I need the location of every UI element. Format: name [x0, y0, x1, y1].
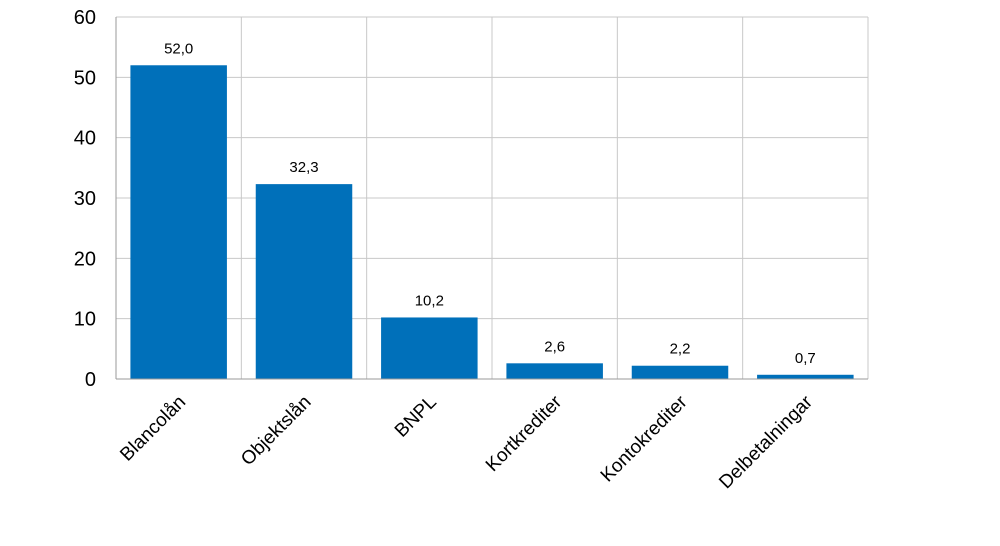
y-tick-label: 20: [74, 248, 96, 270]
x-tick-label: Objektslån: [237, 392, 315, 470]
bar-4: [631, 365, 729, 379]
bar-0: [130, 65, 227, 380]
data-label-2: 10,2: [415, 292, 444, 309]
bars: [130, 65, 854, 380]
y-tick-label: 50: [74, 67, 96, 89]
bar-5: [757, 374, 854, 379]
x-axis-ticks: Blancolån Objektslån BNPL Kortkrediter Konto…: [116, 391, 817, 493]
bar-2: [381, 317, 478, 379]
bar-1: [255, 184, 353, 379]
y-axis-ticks: 0 10 20 30 40 50 60: [74, 7, 96, 391]
data-label-0: 52,0: [164, 40, 193, 57]
data-label-3: 2,6: [544, 338, 565, 355]
y-tick-label: 40: [74, 128, 96, 150]
x-tick-label: BNPL: [391, 392, 441, 442]
y-tick-label: 60: [74, 7, 96, 29]
bar-3: [506, 363, 603, 379]
y-tick-label: 0: [85, 369, 96, 391]
x-tick-label: Kortkrediter: [482, 391, 567, 476]
data-labels: 52,0 32,3 10,2 2,6 2,2 0,7: [164, 40, 816, 367]
y-tick-label: 10: [74, 309, 96, 331]
gridlines: [115, 16, 869, 379]
data-label-1: 32,3: [289, 159, 318, 176]
data-label-5: 0,7: [795, 350, 816, 367]
data-label-4: 2,2: [670, 341, 691, 358]
y-tick-label: 30: [74, 188, 96, 210]
x-tick-label: Kontokrediter: [597, 391, 692, 486]
x-tick-label: Blancolån: [116, 392, 190, 466]
x-tick-label: Delbetalningar: [715, 391, 817, 493]
